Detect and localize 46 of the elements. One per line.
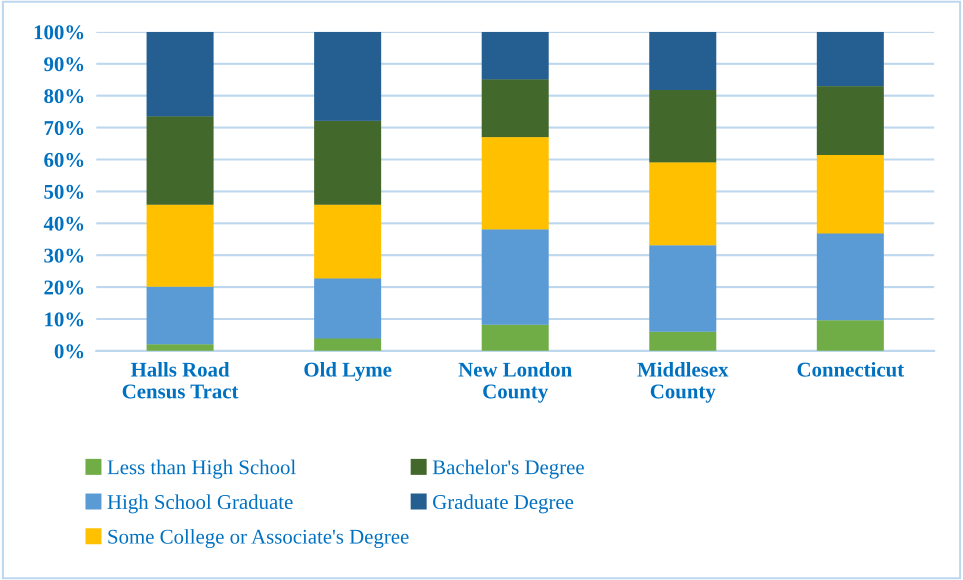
y-tick-label: 30% xyxy=(44,248,84,263)
bar xyxy=(146,344,214,351)
bar xyxy=(146,204,214,287)
legend-label: Bachelor's Degree xyxy=(432,460,584,479)
bar xyxy=(816,86,884,156)
legend-label: High School Graduate xyxy=(108,494,293,514)
y-tick-label: 50% xyxy=(44,184,84,199)
bar xyxy=(649,90,716,162)
bar xyxy=(816,32,884,86)
y-tick-label: 20% xyxy=(44,280,84,295)
bar xyxy=(816,155,884,234)
x-tick-label: Old Lyme xyxy=(304,362,392,381)
bar xyxy=(649,162,716,246)
x-tick-label: Connecticut xyxy=(798,362,904,377)
y-tick-label: 0% xyxy=(54,344,84,358)
legend-label: Some College or Associate's Degree xyxy=(108,529,409,548)
bar xyxy=(482,324,549,351)
y-tick-label: 10% xyxy=(45,312,84,326)
bar xyxy=(314,278,382,338)
bar xyxy=(482,229,549,325)
bar xyxy=(816,234,884,320)
bar xyxy=(146,32,214,116)
bar xyxy=(314,204,382,278)
y-tick-label: 60% xyxy=(44,152,84,167)
bar xyxy=(146,116,214,205)
legend-label: Less than High School xyxy=(108,460,296,479)
x-tick-label: New London County xyxy=(458,362,572,403)
legend-label: Graduate Degree xyxy=(433,494,574,514)
bar xyxy=(314,338,382,351)
bar xyxy=(482,32,549,80)
bar xyxy=(649,245,716,332)
bar xyxy=(482,79,549,138)
bar xyxy=(816,320,884,351)
y-tick-label: 80% xyxy=(44,89,84,104)
y-tick-label: 40% xyxy=(44,216,84,231)
bar xyxy=(314,120,382,205)
y-tick-label: 90% xyxy=(44,57,84,72)
x-tick-label: Halls Road Census Tract xyxy=(122,362,238,399)
x-tick-label: Middlesex County xyxy=(637,362,728,403)
y-tick-label: 100% xyxy=(34,25,84,40)
bar xyxy=(482,137,549,230)
y-tick-label: 70% xyxy=(44,120,84,136)
bar xyxy=(146,286,214,344)
bar xyxy=(649,332,716,351)
bar xyxy=(314,32,382,121)
bar xyxy=(649,32,716,90)
